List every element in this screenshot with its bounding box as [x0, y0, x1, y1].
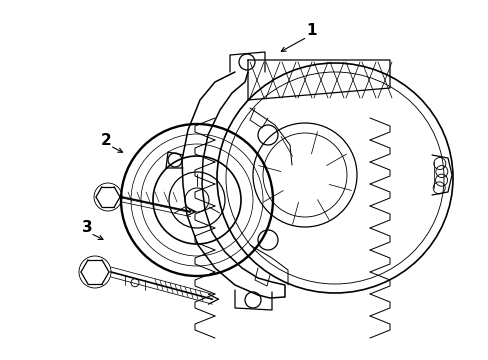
- Text: 3: 3: [81, 220, 92, 235]
- Text: 2: 2: [101, 133, 112, 148]
- Text: 1: 1: [306, 23, 317, 38]
